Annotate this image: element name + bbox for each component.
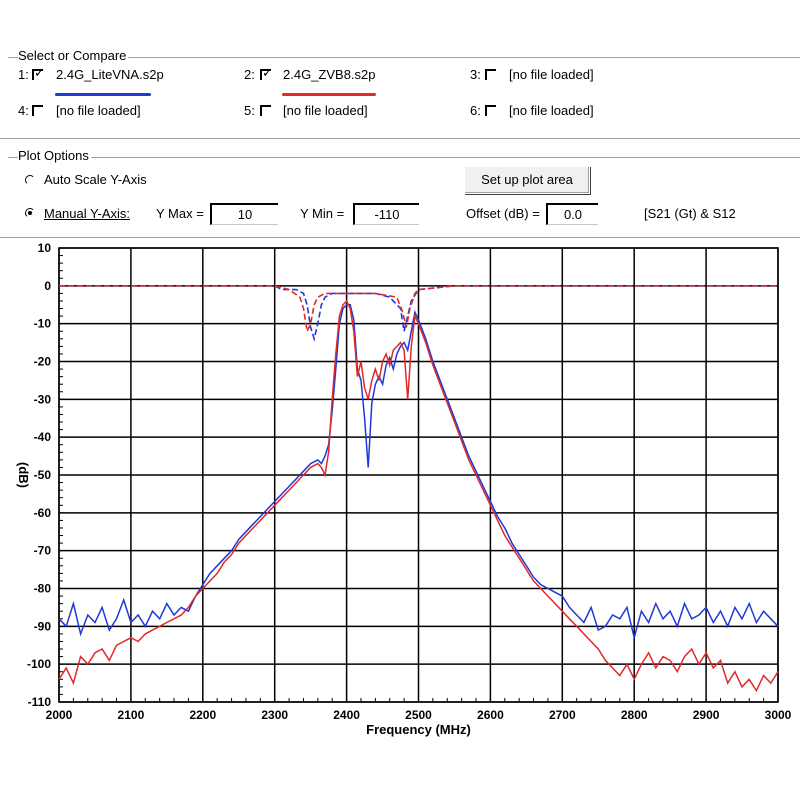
y-tick-label: 10 [38, 241, 52, 255]
plot-mode-text: [S21 (Gt) & S12 [644, 206, 736, 221]
offset-input[interactable]: 0.0 [546, 203, 598, 225]
x-tick-label: 2300 [261, 708, 288, 722]
sparameter-chart[interactable]: 10 0 -10 -20 -30 -40 -50 -60 -70 -80 -90 -100 -110 2… [0, 240, 800, 740]
slot-1-index: 1: [18, 67, 29, 82]
plot-options-title: Plot Options [18, 148, 91, 163]
slot-3-index: 3: [470, 67, 481, 82]
slot-4-checkbox[interactable] [32, 105, 43, 116]
group-border [8, 57, 800, 58]
separator [0, 237, 800, 238]
slot-5-filename[interactable]: [no file loaded] [283, 103, 368, 118]
slot-4-filename[interactable]: [no file loaded] [56, 103, 141, 118]
group-border [8, 157, 800, 158]
y-tick-label: -110 [28, 695, 52, 709]
slot-2-filename[interactable]: 2.4G_ZVB8.s2p [283, 67, 376, 82]
x-tick-label: 2700 [549, 708, 576, 722]
series-s21-line-2 [58, 299, 779, 693]
slot-6-filename[interactable]: [no file loaded] [509, 103, 594, 118]
select-group-title: Select or Compare [18, 48, 129, 63]
series-group [58, 285, 779, 693]
x-tick-label: 2200 [189, 708, 216, 722]
y-tick-label: -100 [27, 657, 51, 671]
offset-label: Offset (dB) = [466, 206, 540, 221]
y-axis-label: (dB) [16, 462, 31, 488]
y-tick-label: -80 [34, 582, 52, 596]
y-tick-label: -70 [34, 544, 52, 558]
slot-4-index: 4: [18, 103, 29, 118]
separator [0, 138, 800, 139]
x-tick-label: 2500 [405, 708, 432, 722]
y-tick-label: -30 [34, 392, 52, 406]
x-tick-label: 2800 [621, 708, 648, 722]
x-tick-label: 3000 [765, 708, 792, 722]
slot-5-checkbox[interactable] [260, 105, 271, 116]
y-tick-label: -10 [34, 317, 52, 331]
x-tick-label: 2000 [46, 708, 73, 722]
slot-1-color-line [55, 93, 151, 96]
manual-y-label[interactable]: Manual Y-Axis: [44, 206, 130, 221]
slot-6-checkbox[interactable] [485, 105, 496, 116]
y-tick-label: 0 [44, 279, 51, 293]
y-tick-label: -50 [34, 468, 52, 482]
ymax-label: Y Max = [156, 206, 204, 221]
x-tick-label: 2900 [693, 708, 720, 722]
ymin-label: Y Min = [300, 206, 345, 221]
y-tick-labels: 10 0 -10 -20 -30 -40 -50 -60 -70 -80 -90 -100 -110 [27, 241, 51, 709]
slot-3-checkbox[interactable] [485, 69, 496, 80]
y-tick-label: -60 [34, 506, 52, 520]
y-tick-label: -40 [34, 430, 52, 444]
check-icon: ✓ [262, 65, 273, 80]
slot-1-filename[interactable]: 2.4G_LiteVNA.s2p [56, 67, 164, 82]
x-tick-labels: 2000 2100 2200 2300 2400 2500 2600 2700 2800 2900… [46, 708, 792, 722]
x-tick-label: 2400 [333, 708, 360, 722]
manual-y-radio[interactable] [25, 208, 35, 218]
x-tick-label: 2600 [477, 708, 504, 722]
slot-5-index: 5: [244, 103, 255, 118]
slot-2-color-line [282, 93, 376, 96]
series-s12-line-2 [59, 285, 778, 334]
y-tick-label: -90 [34, 619, 52, 633]
slot-1-checkbox[interactable]: ✓ [32, 65, 45, 80]
y-tick-label: -20 [34, 355, 52, 369]
auto-scale-radio[interactable] [25, 175, 35, 185]
auto-scale-label[interactable]: Auto Scale Y-Axis [44, 172, 147, 187]
check-icon: ✓ [34, 65, 45, 80]
slot-2-checkbox[interactable]: ✓ [260, 65, 273, 80]
x-tick-label: 2100 [118, 708, 145, 722]
ymin-input[interactable]: -110 [353, 203, 419, 225]
x-axis-label: Frequency (MHz) [366, 722, 471, 737]
slot-6-index: 6: [470, 103, 481, 118]
slot-2-index: 2: [244, 67, 255, 82]
slot-3-filename[interactable]: [no file loaded] [509, 67, 594, 82]
set-up-plot-area-button[interactable]: Set up plot area [464, 166, 590, 194]
ymax-input[interactable]: 10 [210, 203, 278, 225]
